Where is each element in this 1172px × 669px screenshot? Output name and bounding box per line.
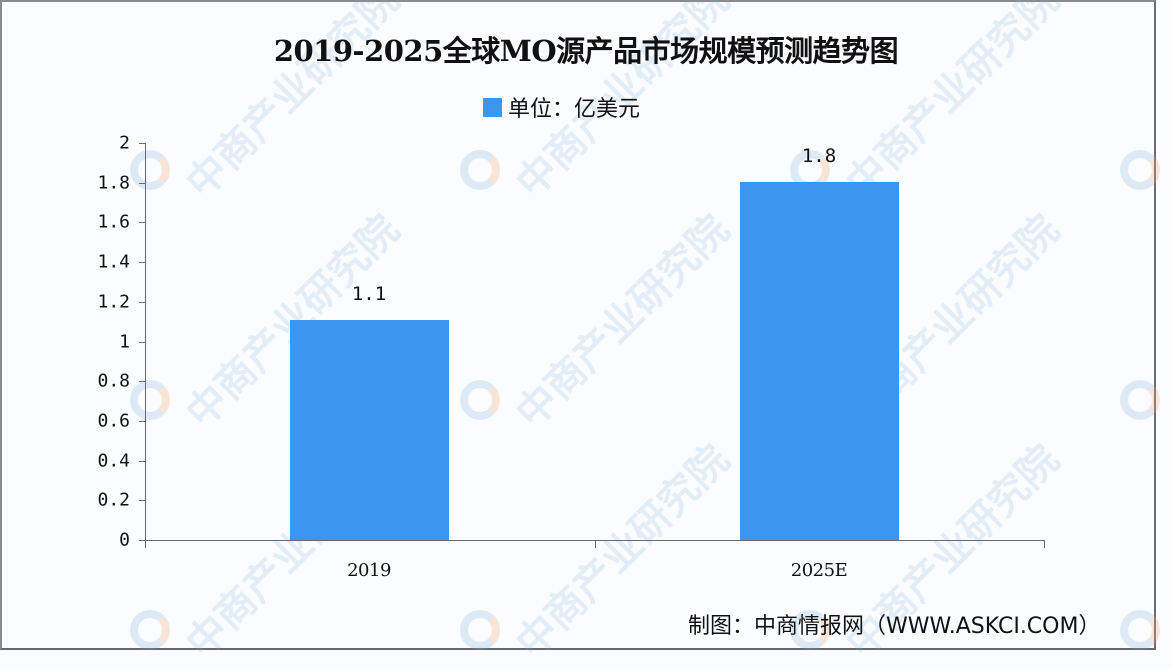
bar-2025e xyxy=(740,182,899,540)
legend-label: 单位：亿美元 xyxy=(508,97,641,122)
x-axis-tick xyxy=(145,540,146,548)
y-axis-label: 0.4 xyxy=(97,450,130,472)
y-axis-label: 1 xyxy=(119,331,130,352)
y-axis-tick xyxy=(139,420,145,422)
data-label-2019: 1.1 xyxy=(351,283,387,305)
y-axis xyxy=(145,143,146,540)
bar-2019 xyxy=(290,320,449,540)
chart-title: 2019-2025全球MO源产品市场规模预测趋势图 xyxy=(273,34,899,68)
x-axis-tick xyxy=(1044,540,1045,548)
y-axis-label: 0.2 xyxy=(97,489,130,511)
y-axis-tick xyxy=(139,301,145,303)
y-axis-label: 2 xyxy=(119,132,130,154)
y-axis-label: 0.8 xyxy=(97,370,130,392)
y-axis-tick xyxy=(139,182,145,184)
watermark-text: 中商产业研究院 xyxy=(1167,206,1172,438)
y-axis-tick xyxy=(139,262,145,264)
x-axis-tick xyxy=(595,540,596,548)
y-axis-tick xyxy=(139,381,145,383)
x-label-2025e: 2025E xyxy=(790,560,848,581)
y-axis-label: 1.6 xyxy=(97,211,130,233)
legend: 单位：亿美元 xyxy=(483,91,640,123)
chart-frame xyxy=(0,0,1156,650)
y-axis-label: 1.8 xyxy=(97,172,130,194)
y-axis-label: 1.2 xyxy=(97,291,130,313)
source-credit: 制图：中商情报网（WWW.ASKCI.COM） xyxy=(688,614,1101,639)
y-axis-label: 0.6 xyxy=(97,410,130,432)
y-axis-tick xyxy=(139,341,145,343)
watermark-text: 中商产业研究院 xyxy=(1167,436,1172,668)
y-axis-tick xyxy=(139,222,145,224)
legend-swatch xyxy=(483,97,502,117)
y-axis-tick xyxy=(139,143,145,144)
y-axis-tick xyxy=(139,460,145,462)
x-label-2019: 2019 xyxy=(347,560,391,581)
y-axis-tick xyxy=(139,500,145,502)
y-axis-label: 0 xyxy=(119,529,130,551)
data-label-2025e: 1.8 xyxy=(801,145,837,167)
y-axis-label: 1.4 xyxy=(97,251,130,273)
y-axis-tick xyxy=(139,540,145,541)
